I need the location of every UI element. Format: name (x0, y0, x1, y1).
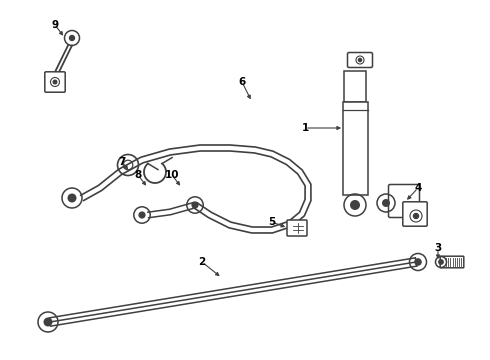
FancyBboxPatch shape (347, 53, 372, 68)
Text: 9: 9 (51, 20, 59, 30)
Text: 10: 10 (165, 170, 179, 180)
Circle shape (358, 58, 362, 62)
Text: 3: 3 (434, 243, 441, 253)
Circle shape (44, 318, 52, 327)
Circle shape (382, 199, 390, 207)
Circle shape (350, 200, 360, 210)
FancyBboxPatch shape (389, 185, 419, 217)
Text: 1: 1 (301, 123, 309, 133)
Bar (344, 71, 366, 102)
Circle shape (414, 213, 418, 219)
FancyBboxPatch shape (440, 256, 464, 268)
Text: 2: 2 (198, 257, 206, 267)
FancyBboxPatch shape (403, 202, 427, 226)
FancyBboxPatch shape (287, 220, 307, 236)
Text: 8: 8 (134, 170, 142, 180)
Text: 4: 4 (415, 183, 422, 193)
Text: 6: 6 (238, 77, 245, 87)
Circle shape (414, 258, 422, 266)
Circle shape (439, 260, 443, 264)
Bar (343, 102, 368, 195)
Circle shape (138, 211, 146, 219)
Circle shape (192, 201, 198, 208)
Circle shape (69, 35, 75, 41)
FancyBboxPatch shape (45, 72, 65, 92)
Circle shape (68, 194, 76, 202)
Circle shape (53, 80, 57, 84)
Text: 5: 5 (269, 217, 275, 227)
Text: 7: 7 (118, 157, 126, 167)
